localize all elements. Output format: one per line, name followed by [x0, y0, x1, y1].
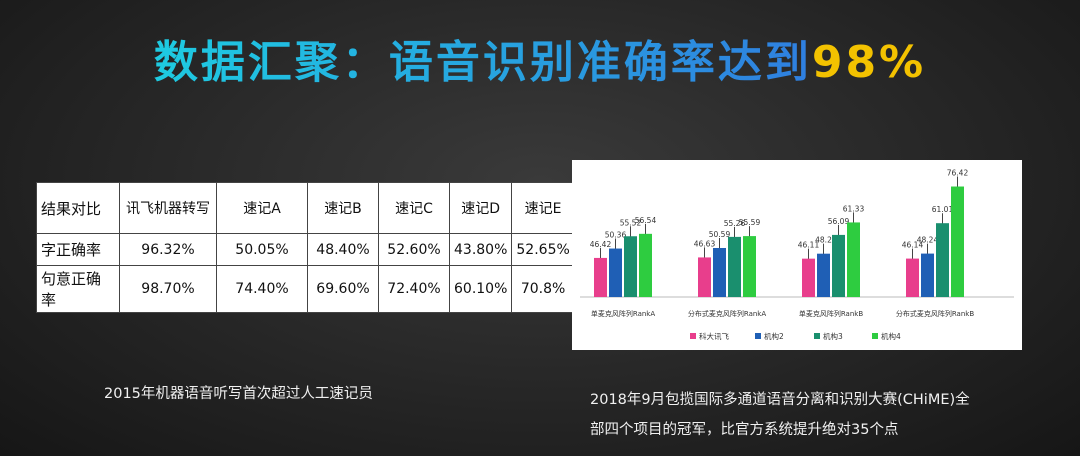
legend-swatch — [872, 333, 878, 339]
data-label: 55.52 — [620, 218, 642, 227]
legend-label: 机构3 — [823, 331, 843, 341]
table-header-cell: 结果对比 — [36, 182, 120, 234]
category-label: 单麦克风阵列RankA — [591, 309, 655, 318]
table-cell: 52.65% — [511, 233, 575, 266]
data-label: 50.59 — [709, 230, 731, 239]
data-label: 56.09 — [828, 217, 850, 226]
table-row: 字正确率 96.32% 50.05% 48.40% 52.60% 43.80% … — [36, 233, 575, 266]
table-row: 句意正确率 98.70% 74.40% 69.60% 72.40% 60.10%… — [36, 265, 575, 313]
caption-left: 2015年机器语音听写首次超过人工速记员 — [104, 386, 373, 402]
bar — [832, 234, 845, 297]
table-cell: 69.60% — [307, 265, 379, 313]
bar — [847, 222, 860, 297]
data-label: 50.36 — [605, 231, 627, 240]
data-label: 48.2 — [815, 236, 832, 245]
legend-label: 机构4 — [881, 331, 901, 341]
table-header-cell: 速记B — [307, 182, 379, 234]
table-cell: 52.60% — [378, 233, 450, 266]
table-header-row: 结果对比 讯飞机器转写 速记A 速记B 速记C 速记D 速记E — [36, 182, 575, 234]
table-cell: 72.40% — [378, 265, 450, 313]
table-cell: 43.80% — [448, 233, 513, 266]
table-header-cell: 速记E — [511, 182, 575, 234]
bar — [713, 247, 726, 297]
legend-label: 机构2 — [764, 331, 784, 341]
table-row-label: 字正确率 — [36, 233, 120, 266]
chime-chart: 46.42 50.36 55.52 56.54 单麦克风阵列RankA 46.63 50.5… — [572, 160, 1022, 350]
title-main: 数据汇聚：语音识别准确率达到 — [153, 37, 812, 88]
category-label: 分布式麦克风阵列RankB — [896, 309, 974, 318]
data-label: 61.33 — [843, 204, 865, 213]
table-header-cell: 速记D — [448, 182, 513, 234]
slide-title: 数据汇聚：语音识别准确率达到98% — [0, 26, 1080, 90]
legend-swatch — [755, 333, 761, 339]
bar — [936, 223, 949, 297]
caption-right-line1: 2018年9月包揽国际多通道语音分离和识别大赛(CHiME)全 — [590, 392, 970, 408]
bar — [698, 257, 711, 297]
bar — [817, 253, 830, 297]
data-label: 48.24 — [917, 236, 939, 245]
data-label: 46.11 — [798, 241, 820, 250]
table-cell: 50.05% — [216, 233, 308, 266]
table-row-label: 句意正确率 — [36, 265, 120, 313]
bar — [624, 236, 637, 297]
data-label: 46.42 — [590, 240, 612, 249]
bar — [906, 258, 919, 297]
table-cell: 48.40% — [307, 233, 379, 266]
bar — [728, 236, 741, 297]
comparison-table: 结果对比 讯飞机器转写 速记A 速记B 速记C 速记D 速记E 字正确率 96.… — [36, 182, 575, 313]
data-label: 56.54 — [635, 216, 657, 225]
title-highlight: 98% — [811, 37, 927, 88]
bar — [743, 236, 756, 297]
table-header-cell: 速记C — [378, 182, 450, 234]
table-cell: 98.70% — [119, 265, 217, 313]
bar — [802, 258, 815, 297]
table-header-cell: 讯飞机器转写 — [119, 182, 217, 234]
bar — [921, 253, 934, 297]
bar — [951, 186, 964, 297]
table-cell: 74.40% — [216, 265, 308, 313]
category-label: 分布式麦克风阵列RankA — [688, 309, 766, 318]
data-label: 55.26 — [724, 219, 746, 228]
bar — [594, 257, 607, 297]
data-label: 46.14 — [902, 241, 924, 250]
legend-label: 科大讯飞 — [699, 331, 729, 341]
legend-swatch — [814, 333, 820, 339]
caption-right-line2: 部四个项目的冠军，比官方系统提升绝对35个点 — [590, 422, 899, 438]
table-cell: 60.10% — [448, 265, 513, 313]
data-label: 61.01 — [932, 205, 954, 214]
bar — [639, 233, 652, 297]
data-label: 76.42 — [947, 169, 969, 178]
table-cell: 70.8% — [511, 265, 575, 313]
category-label: 单麦克风阵列RankB — [799, 309, 863, 318]
legend-swatch — [690, 333, 696, 339]
data-label: 46.63 — [694, 239, 716, 248]
bar — [609, 248, 622, 297]
table-header-cell: 速记A — [216, 182, 308, 234]
data-label: 55.59 — [739, 218, 761, 227]
table-cell: 96.32% — [119, 233, 217, 266]
